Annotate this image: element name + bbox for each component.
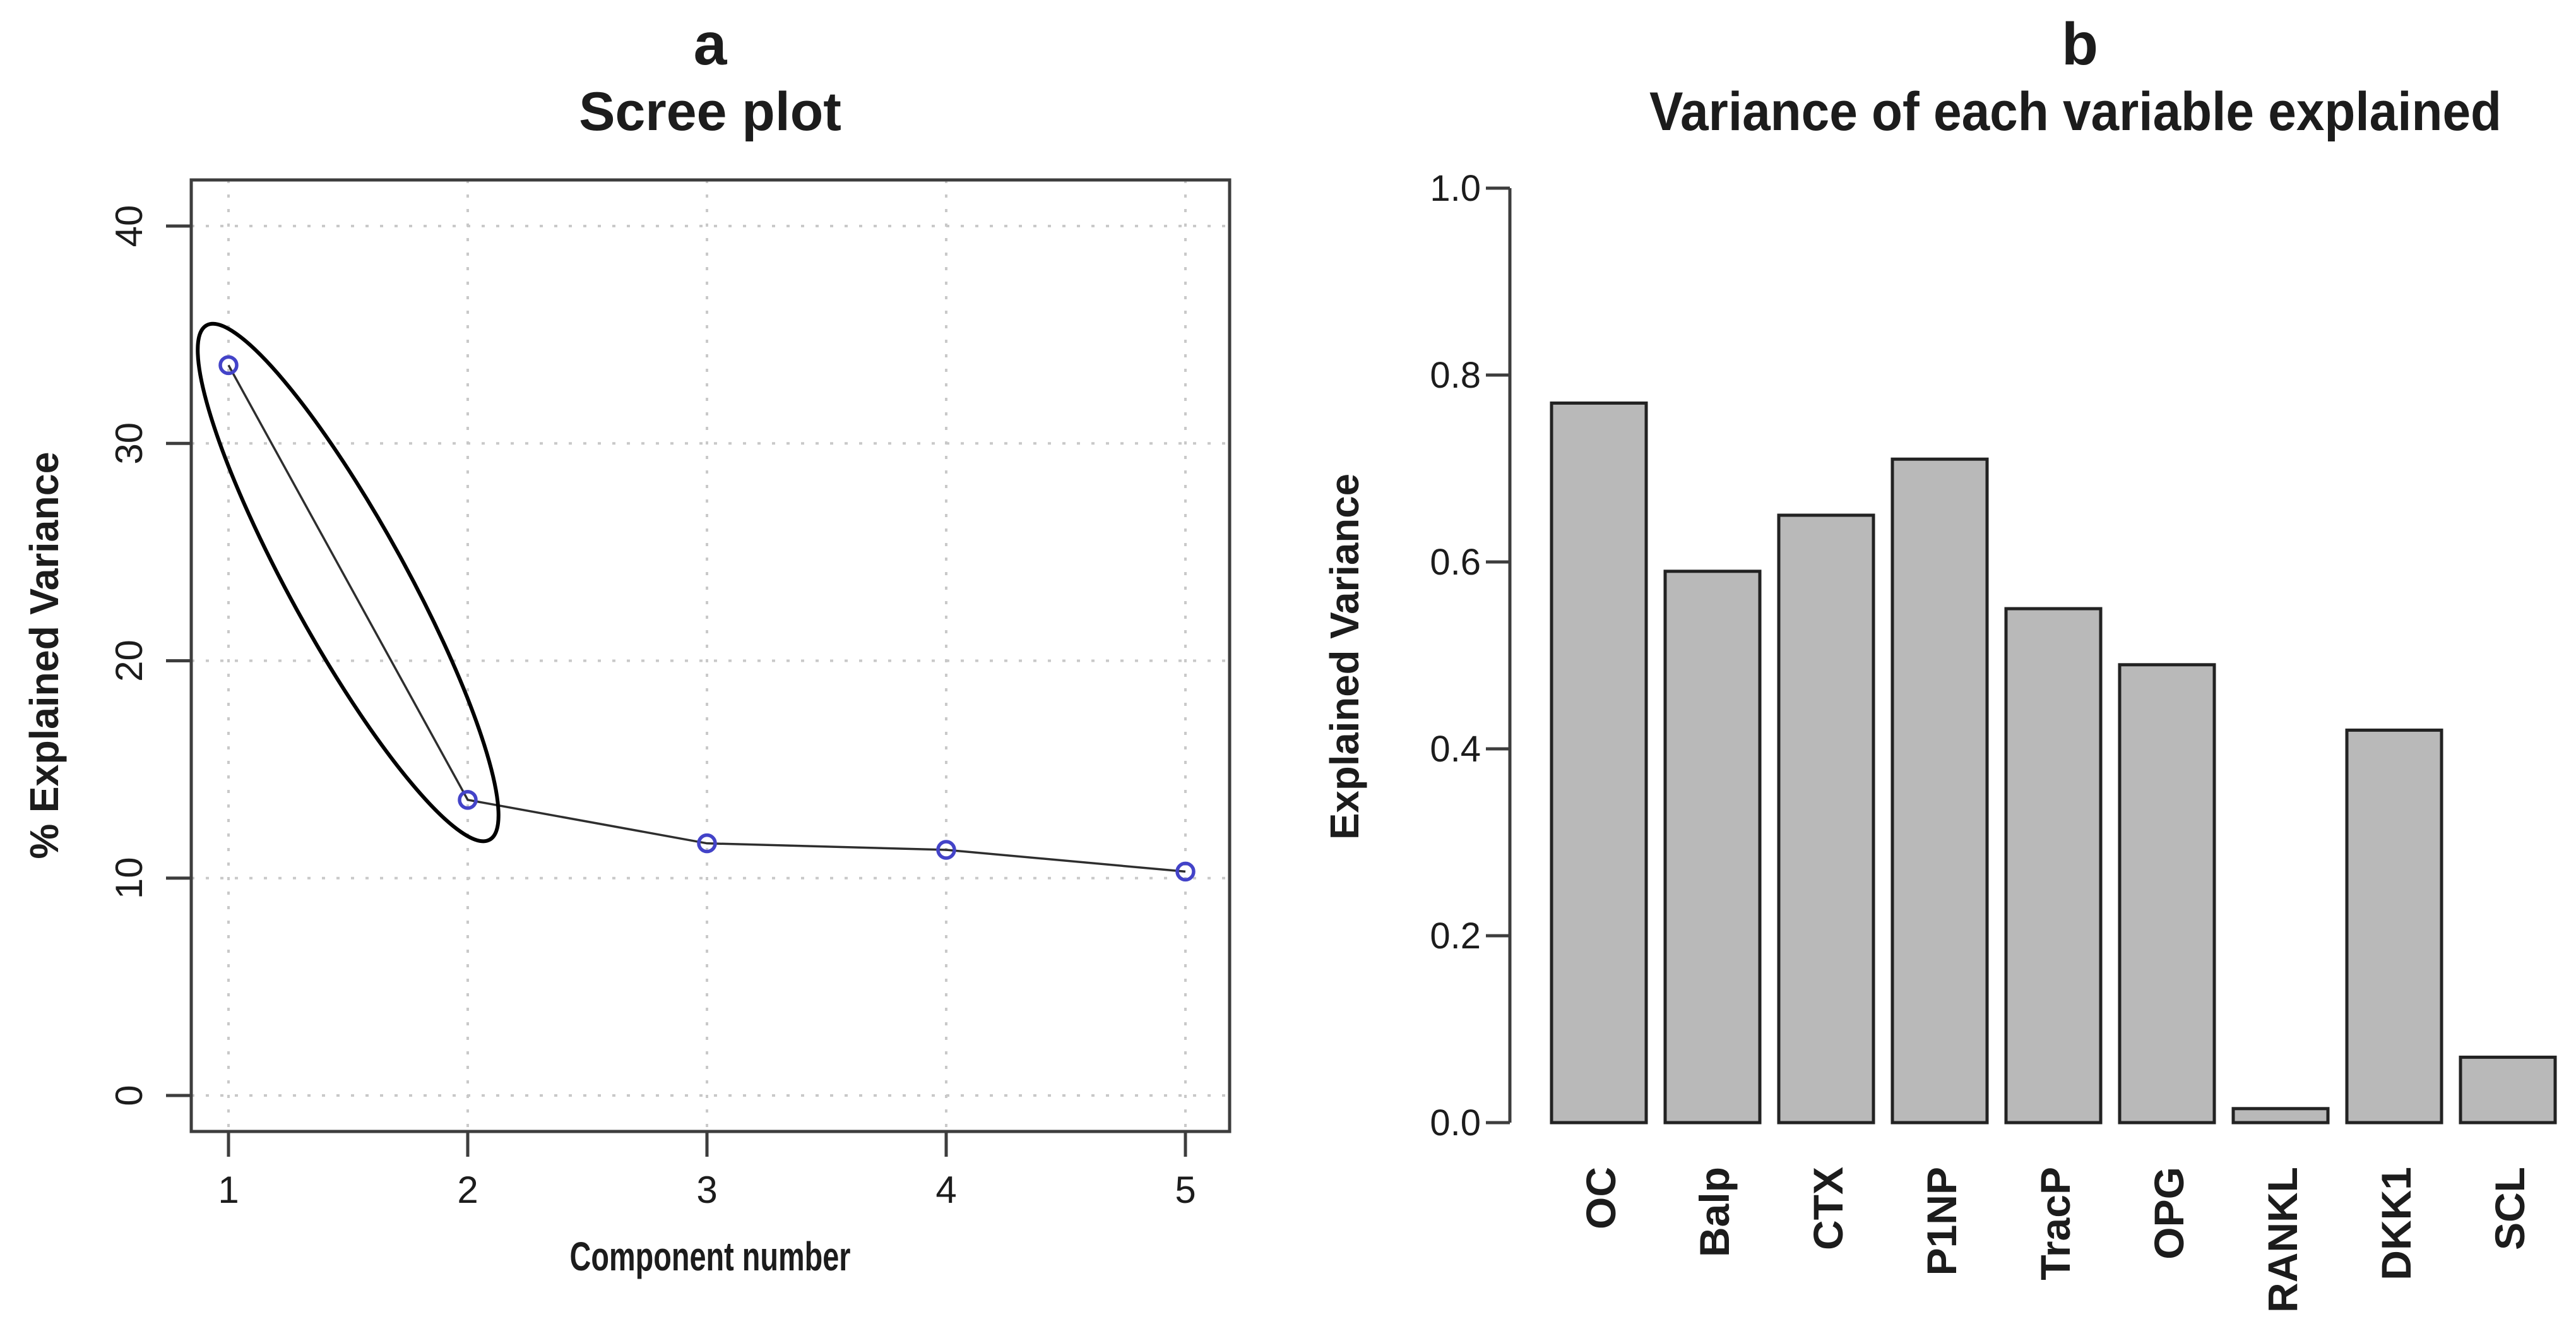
y-tick-label: 1.0 <box>1430 168 1481 209</box>
bar-oc <box>1550 401 1648 1125</box>
bar-chart-title: Variance of each variable explained <box>1649 81 2502 142</box>
panel-letter-b: b <box>2062 11 2098 78</box>
data-point <box>458 790 478 810</box>
scree-line <box>227 364 1186 873</box>
bar-p1np <box>1890 457 1989 1125</box>
category-label: CTX <box>1805 1167 1851 1250</box>
y-tick-label: 10 <box>108 857 150 899</box>
bar-rankl <box>2231 1107 2330 1125</box>
category-label: TracP <box>2032 1167 2079 1280</box>
variance-bar-panel: 0.0 0.2 0.4 0.6 0.8 1.0 OC Balp CTX P1NP TracP OPG… <box>1288 0 2576 1319</box>
data-point <box>936 840 956 860</box>
y-tick-label: 20 <box>108 640 150 682</box>
category-label: P1NP <box>1918 1167 1965 1275</box>
bar-ctx <box>1777 513 1875 1125</box>
bar-layer <box>1550 401 2557 1125</box>
scree-plot-title: Scree plot <box>579 81 841 142</box>
y-tick-label: 0.4 <box>1430 729 1481 770</box>
bar-tracp <box>2004 607 2103 1125</box>
scree-plot-panel: 0 10 20 30 40 1 2 3 4 5 a Scree plot Component nu… <box>21 11 1232 1279</box>
scree-line-series <box>218 355 1196 882</box>
y-axis-title: Explained Variance <box>1322 474 1367 840</box>
y-tick-label: 0.8 <box>1430 355 1481 396</box>
bar-opg <box>2118 663 2216 1125</box>
components-highlight-ellipse <box>196 321 501 844</box>
annotation-layer <box>196 321 501 844</box>
x-axis-title: Component number <box>570 1234 851 1279</box>
y-tick-label: 0.6 <box>1430 542 1481 583</box>
category-label: Balp <box>1691 1167 1738 1257</box>
y-tick-label: 30 <box>108 422 150 465</box>
tick-label-layer: 0 10 20 30 40 1 2 3 4 5 <box>108 205 1196 1211</box>
x-tick-label: 3 <box>696 1169 717 1211</box>
category-label-layer: OC Balp CTX P1NP TracP OPG RANKL DKK1 SCL <box>1577 1167 2533 1313</box>
x-tick-label: 5 <box>1175 1169 1196 1211</box>
tick-layer <box>166 224 1187 1157</box>
axis-layer <box>1486 186 1512 1125</box>
x-tick-label: 4 <box>935 1169 956 1211</box>
scree-plot-canvas: 0 10 20 30 40 1 2 3 4 5 a Scree plot Component nu… <box>21 11 1232 1279</box>
category-label: OC <box>1577 1167 1624 1229</box>
x-tick-label: 2 <box>457 1169 478 1211</box>
y-tick-label: 40 <box>108 205 150 248</box>
y-axis-title: % Explained Variance <box>21 452 67 859</box>
data-point <box>697 833 717 854</box>
data-point <box>218 355 239 376</box>
bar-balp <box>1663 570 1762 1125</box>
panel-letter-a: a <box>694 11 728 78</box>
x-tick-label: 1 <box>218 1169 239 1211</box>
y-tick-label: 0.0 <box>1430 1102 1481 1143</box>
bar-chart-canvas: 0.0 0.2 0.4 0.6 0.8 1.0 OC Balp CTX P1NP TracP OPG… <box>1322 11 2557 1313</box>
category-label: DKK1 <box>2373 1167 2419 1280</box>
plot-box <box>189 178 1232 1133</box>
category-label: RANKL <box>2259 1167 2306 1313</box>
grid-layer <box>191 180 1230 1131</box>
bar-scl <box>2459 1055 2557 1125</box>
bar-dkk1 <box>2345 728 2443 1125</box>
y-tick-label: 0.2 <box>1430 916 1481 957</box>
y-tick-label: 0 <box>108 1085 150 1106</box>
category-label: OPG <box>2146 1167 2192 1260</box>
tick-label-layer: 0.0 0.2 0.4 0.6 0.8 1.0 <box>1430 168 1481 1143</box>
category-label: SCL <box>2486 1167 2533 1250</box>
data-point <box>1175 861 1196 882</box>
